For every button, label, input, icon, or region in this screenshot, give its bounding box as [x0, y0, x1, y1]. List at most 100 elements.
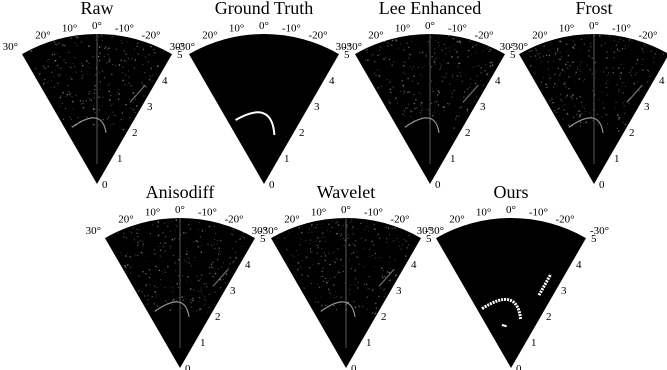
- angle-label: 0°: [589, 20, 599, 32]
- panel-title: Ours: [494, 182, 529, 202]
- range-label: 4: [576, 259, 582, 271]
- panel-frost: Frost 30° 20° 10° 0° -10° -20° -30° 0 1 2 3 4 5: [500, 0, 667, 191]
- range-label: 1: [614, 153, 620, 165]
- range-label: 5: [344, 49, 350, 61]
- angle-label: 10°: [476, 206, 491, 218]
- panel-title: Frost: [575, 0, 612, 18]
- range-label: 2: [465, 127, 471, 139]
- angle-label: 0°: [341, 204, 351, 216]
- sonar-sector: [436, 217, 586, 368]
- angle-label: 10°: [229, 22, 244, 34]
- angle-label: -30°: [176, 41, 195, 53]
- angle-label: -20°: [474, 30, 493, 42]
- angle-label: 10°: [62, 22, 77, 34]
- range-label: 3: [561, 285, 567, 297]
- angle-label: -10°: [448, 22, 467, 34]
- panel-title: Wavelet: [317, 182, 376, 202]
- range-label: 2: [381, 311, 387, 323]
- panel-title: Ground Truth: [215, 0, 314, 18]
- angle-label: 0°: [506, 204, 516, 216]
- panel-title: Anisodiff: [146, 182, 215, 202]
- range-label: 2: [132, 127, 138, 139]
- range-label: 1: [284, 153, 290, 165]
- range-label: 2: [215, 311, 221, 323]
- range-label: 5: [591, 233, 597, 245]
- panel-raw: Raw 30° 20° 10° 0° -10° -20° -30° 0 1 2 3 4 5: [3, 0, 195, 191]
- angle-labels: 30° 20° 10° 0° -10° -20° -30°: [500, 20, 658, 53]
- angle-label: 20°: [35, 30, 50, 42]
- angle-label: -10°: [115, 22, 134, 34]
- angle-labels: 30° 20° 10° 0° -10° -20° -30°: [417, 204, 609, 237]
- angle-label: 20°: [368, 30, 383, 42]
- angle-label: 20°: [532, 30, 547, 42]
- angle-label: 30°: [3, 41, 18, 53]
- angle-label: -20°: [638, 30, 657, 42]
- sonar-returns: [235, 111, 276, 136]
- panel-anisodiff: Anisodiff 30° 20° 10° 0° -10° -20° -30° 0 1 2 3 4 5: [86, 182, 278, 370]
- range-label: 1: [200, 337, 206, 349]
- angle-label: 20°: [118, 214, 133, 226]
- angle-label: -30°: [590, 225, 609, 237]
- range-label: 1: [450, 153, 456, 165]
- panel-lee-enhanced: Lee Enhanced 30° 20° 10° 0° -10° -20° -30° 0 1 2 3 4…: [336, 0, 528, 191]
- range-label: 0: [185, 363, 191, 370]
- angle-labels: 30° 20° 10° 0° -10° -20° -30°: [252, 204, 444, 237]
- range-label: 4: [659, 75, 665, 87]
- range-label: 5: [177, 49, 183, 61]
- angle-label: 10°: [559, 22, 574, 34]
- angle-label: 10°: [145, 206, 160, 218]
- angle-label: 30°: [86, 225, 101, 237]
- angle-label: -10°: [364, 206, 383, 218]
- sonar-returns: [277, 217, 411, 348]
- range-label: 2: [629, 127, 635, 139]
- angle-label: -30°: [259, 225, 278, 237]
- panel-title: Lee Enhanced: [379, 0, 481, 18]
- range-label: 4: [329, 75, 335, 87]
- range-label: 3: [480, 101, 486, 113]
- sonar-returns: [365, 34, 494, 164]
- range-label: 1: [117, 153, 123, 165]
- range-label: 3: [230, 285, 236, 297]
- angle-label: 30°: [500, 41, 515, 53]
- range-label: 0: [435, 179, 441, 191]
- angle-label: -20°: [224, 214, 243, 226]
- angle-label: 30°: [336, 41, 351, 53]
- angle-label: -20°: [308, 30, 327, 42]
- angle-label: 30°: [417, 225, 432, 237]
- angle-label: 20°: [449, 214, 464, 226]
- angle-label: 0°: [175, 204, 185, 216]
- panel-title: Raw: [81, 0, 114, 18]
- angle-label: 10°: [311, 206, 326, 218]
- angle-labels: 30° 20° 10° 0° -10° -20° -30°: [170, 20, 362, 53]
- angle-label: 30°: [252, 225, 267, 237]
- range-label: 4: [162, 75, 168, 87]
- range-label: 2: [546, 311, 552, 323]
- angle-labels: 30° 20° 10° 0° -10° -20° -30°: [336, 20, 528, 53]
- sonar-returns: [481, 273, 553, 328]
- angle-label: 20°: [284, 214, 299, 226]
- angle-labels: 30° 20° 10° 0° -10° -20° -30°: [86, 204, 278, 237]
- range-label: 1: [531, 337, 537, 349]
- range-label: 0: [102, 179, 108, 191]
- range-label: 3: [644, 101, 650, 113]
- angle-label: -30°: [343, 41, 362, 53]
- angle-label: -10°: [612, 22, 631, 34]
- range-label: 5: [510, 49, 516, 61]
- range-label: 2: [299, 127, 305, 139]
- angle-label: -10°: [282, 22, 301, 34]
- angle-label: 20°: [202, 30, 217, 42]
- angle-label: -20°: [141, 30, 160, 42]
- range-label: 4: [245, 259, 251, 271]
- angle-label: -30°: [425, 225, 444, 237]
- angle-label: 10°: [395, 22, 410, 34]
- sonar-returns: [529, 34, 665, 164]
- angle-label: 30°: [170, 41, 185, 53]
